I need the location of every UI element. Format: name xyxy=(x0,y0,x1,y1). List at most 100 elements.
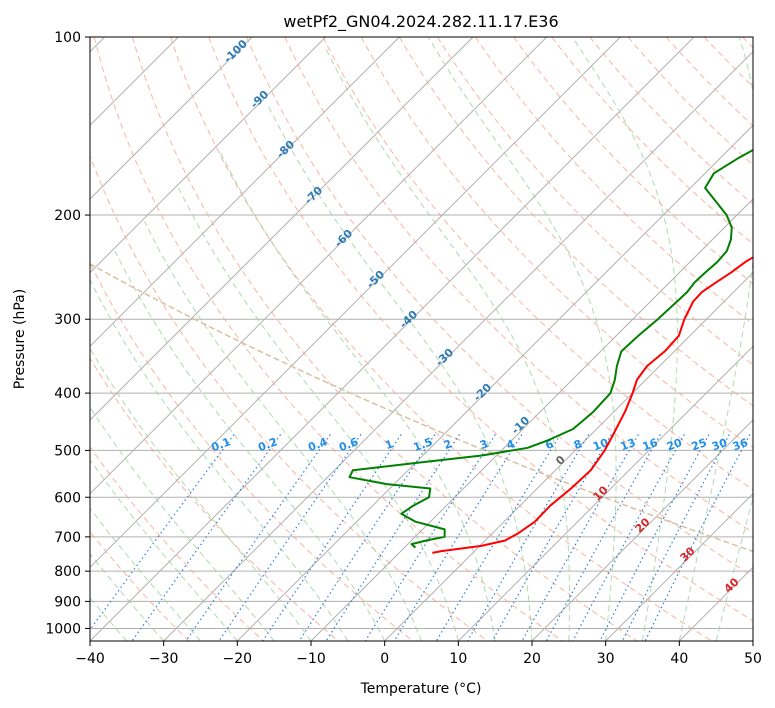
y-tick-label: 900 xyxy=(54,594,81,610)
y-tick-label: 500 xyxy=(54,443,81,459)
mixing-ratio-line xyxy=(621,434,730,641)
moist-adiabat xyxy=(90,458,238,641)
dry-adiabat xyxy=(90,261,414,641)
mixing-ratio-label: 30 xyxy=(710,436,729,454)
x-axis: −40 −30 −20 −10 0 10 20 30 40 50 xyxy=(75,641,762,667)
x-tick-label: −10 xyxy=(296,651,326,667)
mixing-ratio-label: 1.5 xyxy=(412,435,435,454)
moist-adiabat xyxy=(178,187,459,641)
isotherm-gridline xyxy=(457,345,753,641)
moist-adiabat xyxy=(114,250,386,641)
y-tick-label: 400 xyxy=(54,386,81,402)
mixing-ratio-line xyxy=(364,434,496,641)
dry-adiabat xyxy=(589,37,753,205)
mixing-ratio-line xyxy=(262,434,402,641)
x-tick-label: 50 xyxy=(744,651,762,667)
isotherm-gridline xyxy=(531,419,753,641)
mixing-ratio-label: 0.4 xyxy=(306,435,329,454)
dry-adiabat xyxy=(360,37,753,449)
y-axis: 100 200 300 400 500 600 700 800 900 1000 xyxy=(45,30,90,637)
dry-adiabat xyxy=(551,37,753,245)
y-tick-label: 800 xyxy=(54,564,81,580)
x-tick-label: −30 xyxy=(149,651,179,667)
mixing-ratio-label: 0.6 xyxy=(337,435,360,454)
isotherm-gridline xyxy=(90,37,621,569)
x-tick-label: 10 xyxy=(449,651,467,667)
mixing-ratio-label: 20 xyxy=(665,436,684,454)
isotherm-gridline xyxy=(90,37,474,421)
x-axis-label: Temperature (°C) xyxy=(360,681,482,697)
dry-adiabat xyxy=(398,37,753,407)
moist-adiabat xyxy=(715,496,753,641)
mixing-ratio-label: 36 xyxy=(731,436,750,454)
dry-adiabat xyxy=(170,37,712,641)
moist-adiabat xyxy=(267,104,533,641)
isotherm-gridline xyxy=(163,50,753,641)
y-tick-label: 200 xyxy=(54,208,81,224)
dry-adiabat xyxy=(436,37,753,366)
x-tick-label: 0 xyxy=(380,651,389,667)
x-tick-label: −20 xyxy=(223,651,253,667)
moist-adiabat xyxy=(678,37,753,641)
isotherm-gridline xyxy=(90,37,253,200)
chart-title: wetPf2_GN04.2024.282.11.17.E36 xyxy=(283,12,558,32)
mixing-ratio-label: 13 xyxy=(619,436,638,453)
dry-adiabat xyxy=(90,445,264,641)
dewpoint-profile-line xyxy=(348,148,753,549)
y-tick-label: 1000 xyxy=(45,621,81,637)
mixing-ratio-label: 16 xyxy=(641,436,660,454)
moist-adiabat xyxy=(90,278,349,641)
moist-adiabat xyxy=(90,347,312,641)
mixing-ratio-label: 4 xyxy=(505,437,517,452)
mixing-ratio-label: 3 xyxy=(478,437,490,452)
isotherm-gridline xyxy=(90,37,548,495)
mixing-ratio-line xyxy=(131,434,282,641)
mixing-ratio-line xyxy=(599,434,710,641)
y-axis-label: Pressure (hPa) xyxy=(12,289,28,389)
mixing-ratio-label: 0.1 xyxy=(210,435,233,454)
isotherm-gridline xyxy=(384,271,753,641)
dry-adiabat xyxy=(208,37,753,622)
mixing-ratio-label: 6 xyxy=(544,437,556,452)
mixing-ratio-line xyxy=(218,434,362,641)
mixing-ratio-line xyxy=(298,434,436,641)
plot-area: -100-90-80-70-60-50-40-30-20-10010203040… xyxy=(90,37,753,641)
mixing-ratio-label: 1 xyxy=(383,437,395,452)
mixing-ratio-label: 2 xyxy=(442,437,454,452)
isotherm-gridline xyxy=(605,492,753,641)
moist-adiabat xyxy=(90,507,201,641)
mixing-ratio-line xyxy=(491,434,612,641)
mixing-ratio-label: 0.2 xyxy=(256,435,279,454)
dry-adiabat xyxy=(131,37,638,641)
dry-adiabat xyxy=(284,37,753,534)
moist-adiabat xyxy=(325,49,570,641)
moist-adiabat xyxy=(144,221,422,641)
mixing-ratio-label: 25 xyxy=(690,436,709,453)
temperature-profile-line xyxy=(432,256,753,554)
tan-adiabat xyxy=(90,263,753,553)
moist-adiabat xyxy=(218,149,496,641)
mixing-ratio-line xyxy=(325,434,460,641)
y-tick-label: 100 xyxy=(54,30,81,46)
dry-adiabat xyxy=(90,357,339,641)
moist-adiabat xyxy=(90,597,128,641)
isotherm-gridline xyxy=(90,37,327,274)
dry-adiabat xyxy=(246,37,753,577)
y-tick-label: 300 xyxy=(54,312,81,328)
mixing-ratio-line xyxy=(393,434,523,641)
dry-adiabat xyxy=(322,37,753,491)
mixing-ratio-line xyxy=(572,434,685,641)
isotherm-gridline xyxy=(90,37,400,348)
moist-adiabat xyxy=(571,37,678,641)
y-tick-label: 600 xyxy=(54,490,81,506)
moist-adiabat xyxy=(90,406,275,641)
x-tick-label: 30 xyxy=(597,651,615,667)
plot-frame xyxy=(89,36,754,642)
mixing-ratio-line xyxy=(185,434,331,641)
x-tick-label: −40 xyxy=(75,651,105,667)
y-tick-label: 700 xyxy=(54,530,81,546)
moist-adiabat xyxy=(427,37,617,641)
mixing-ratio-label: 8 xyxy=(572,437,584,452)
